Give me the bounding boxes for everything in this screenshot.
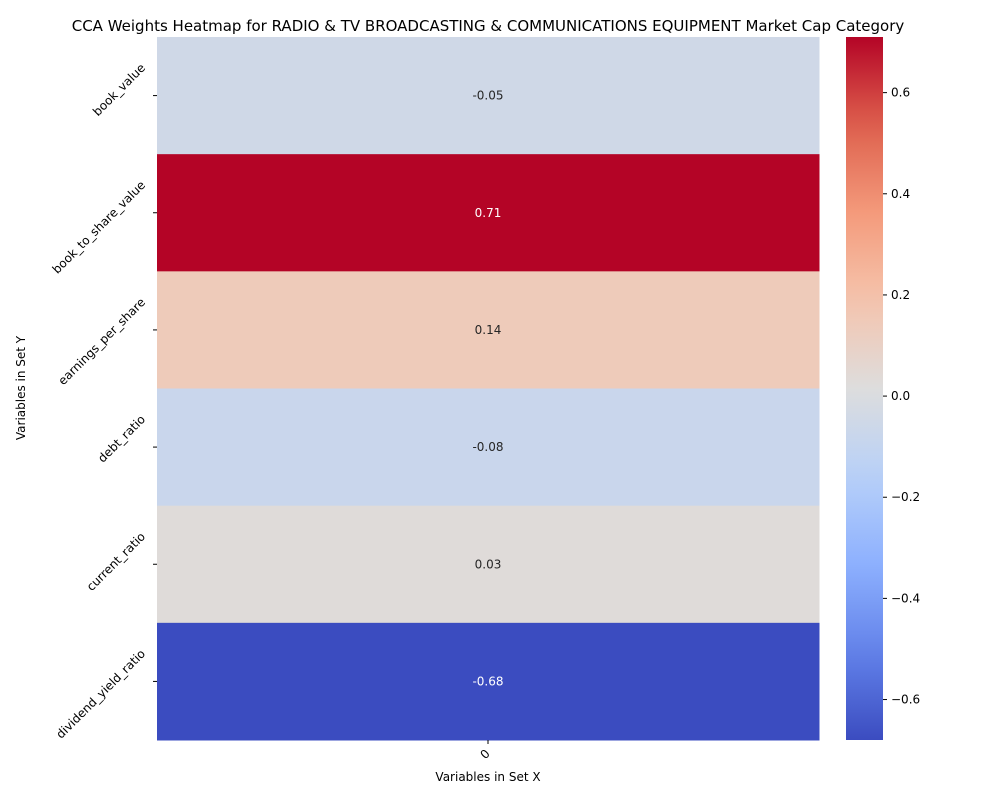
cell-value-label: 0.71 (475, 206, 502, 220)
colorbar-tick-label: 0.0 (891, 389, 910, 403)
cell-value-label: 0.03 (475, 557, 502, 571)
colorbar-tick-label: 0.2 (891, 288, 910, 302)
y-tick-label: dividend_yield_ratio (53, 647, 148, 742)
colorbar-gradient (846, 37, 883, 740)
colorbar-tick-label: −0.2 (891, 490, 920, 504)
heatmap-cell (157, 388, 820, 507)
colorbar-ticks: −0.6 −0.4 −0.2 0.0 0.2 0.4 0.6 (883, 86, 920, 707)
cell-value-label: -0.05 (472, 89, 503, 103)
y-tick-labels: book_value book_to_share_value earnings_pe… (50, 61, 157, 742)
heatmap-cell (157, 622, 820, 741)
heatmap-cell (157, 505, 820, 624)
colorbar: −0.6 −0.4 −0.2 0.0 0.2 0.4 0.6 (846, 37, 920, 740)
x-tick-labels: 0 (478, 740, 493, 762)
cell-value-label: 0.14 (475, 323, 502, 337)
y-tick-label: earnings_per_share (55, 295, 148, 388)
heatmap-cell (157, 271, 820, 389)
x-axis-label: Variables in Set X (435, 770, 540, 784)
colorbar-tick-label: 0.4 (891, 187, 910, 201)
colorbar-tick-label: −0.6 (891, 693, 920, 707)
y-tick-label: current_ratio (84, 529, 148, 593)
cell-value-label: -0.68 (472, 674, 503, 688)
colorbar-tick-label: −0.4 (891, 591, 920, 605)
y-tick-label: book_value (90, 61, 148, 119)
y-tick-label: debt_ratio (95, 412, 148, 465)
heatmap-cells: -0.05 0.71 0.14 -0.08 0.03 -0.68 (157, 37, 820, 741)
colorbar-tick-label: 0.6 (891, 86, 910, 100)
chart-title: CCA Weights Heatmap for RADIO & TV BROAD… (72, 17, 905, 35)
heatmap-cell (157, 37, 820, 155)
heatmap-cell (157, 154, 820, 272)
cell-value-label: -0.08 (472, 440, 503, 454)
y-tick-label: book_to_share_value (50, 178, 149, 277)
y-axis-label: Variables in Set Y (14, 335, 28, 440)
x-tick-label: 0 (478, 747, 493, 762)
